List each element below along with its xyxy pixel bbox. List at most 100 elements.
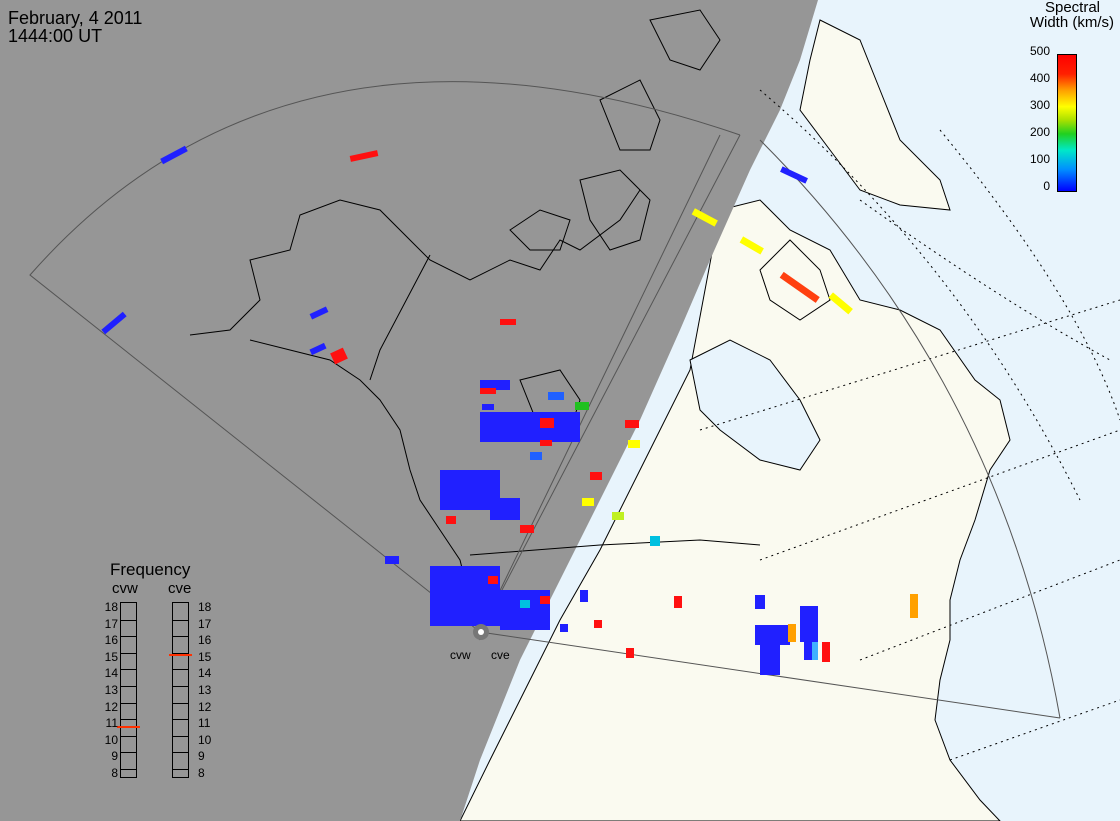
frequency-cell-divider [121,669,136,671]
frequency-scale-label: 10 [104,732,118,747]
scatter-points [101,145,918,675]
frequency-marker-cve [169,654,192,657]
echo [530,452,542,460]
frequency-cell-divider [121,652,136,654]
colorbar-tick-400: 400 [1029,71,1050,85]
frequency-cell-divider [121,636,136,638]
site-label-cve: cve [491,648,510,662]
echo [691,208,718,227]
echo [560,624,568,632]
echo [780,166,808,184]
frequency-cell-divider [121,619,136,621]
frequency-scale-label: 13 [104,683,118,697]
frequency-cell-divider [121,769,136,770]
north-america-day-land [459,199,1011,821]
echo [739,236,764,255]
colorbar-tick-0: 0 [1043,179,1050,193]
title-date: February, 4 2011 [8,8,143,28]
frequency-scale-label: 10 [198,732,212,747]
echo [910,594,918,618]
frequency-cell-divider [173,702,188,704]
frequency-label-cve: cve [168,580,192,597]
frequency-cell-divider [121,686,136,687]
frequency-scale-label: 17 [104,616,118,631]
frequency-cell-divider [173,669,188,671]
frequency-cell-divider [173,652,188,654]
site-label-cvw: cvw [450,648,471,662]
echo [594,620,602,628]
echo [590,472,602,480]
frequency-panel: Frequency cvw cve 18 18 17 17 16 16 15 15 14 14 13… [90,560,240,790]
frequency-scale-label: 16 [198,633,212,648]
colorbar [1057,54,1077,192]
frequency-cell-divider [121,735,136,737]
greenland [799,19,951,211]
frequency-cell-divider [173,686,188,687]
frequency-scale-label: 9 [111,749,118,764]
echo [788,624,796,642]
frequency-cell-divider [173,752,188,754]
frequency-scale-label: 8 [111,766,118,780]
echo [520,600,530,608]
echo [482,404,494,410]
echo [822,642,830,662]
echo [330,347,348,365]
frequency-scale-label: 8 [198,766,205,780]
echo [580,590,588,602]
title-time: 1444:00 UT [8,26,103,46]
echo [160,145,188,165]
echo [612,512,624,520]
frequency-scale-label: 17 [198,616,212,631]
frequency-cell-divider [173,619,188,621]
echo [446,516,456,524]
echo [490,498,520,520]
radar-site-center [478,629,484,635]
echo [430,566,500,626]
echo [828,292,853,315]
echo [628,440,640,448]
colorbar-tick-200: 200 [1029,125,1050,139]
echo [626,648,634,658]
frequency-scale-label: 12 [198,699,212,714]
frequency-scale-label: 13 [198,683,212,697]
frequency-title: Frequency [110,560,191,579]
frequency-scale-label: 9 [198,749,205,764]
frequency-scale-label: 18 [104,600,118,614]
colorbar-title-line2: Width (km/s) [1029,14,1114,31]
colorbar-tick-300: 300 [1029,98,1050,112]
echo [480,412,580,442]
frequency-cell-divider [121,719,136,721]
echo [548,392,564,400]
frequency-scale-label: 16 [104,633,118,648]
frequency-cell-divider [121,752,136,754]
echo [540,440,552,446]
frequency-scale-label: 11 [105,716,118,731]
night-region [0,0,818,821]
echo [309,306,329,320]
frequency-scale-label: 14 [198,666,212,681]
echo [755,595,765,609]
frequency-scale-label: 15 [104,649,118,664]
frequency-scale-label: 11 [198,716,211,731]
graticule [699,89,1120,761]
frequency-cell-divider [173,735,188,737]
colorbar-tick-100: 100 [1029,152,1050,166]
frequency-marker-cvw [117,725,140,728]
echo [540,596,550,604]
echo [349,150,379,162]
echo [480,380,510,390]
echo [540,418,554,428]
frequency-scale-label: 15 [198,649,212,664]
echo [674,596,682,608]
echo [760,645,780,675]
frequency-column-cve [172,602,189,778]
echo [804,640,812,660]
echo [582,498,594,506]
echo [101,311,127,335]
echo [520,525,534,533]
frequency-cell-divider [121,702,136,704]
frequency-scale-label: 14 [104,666,118,681]
echo [800,606,818,642]
echo [812,642,818,660]
frequency-column-cvw [120,602,137,778]
